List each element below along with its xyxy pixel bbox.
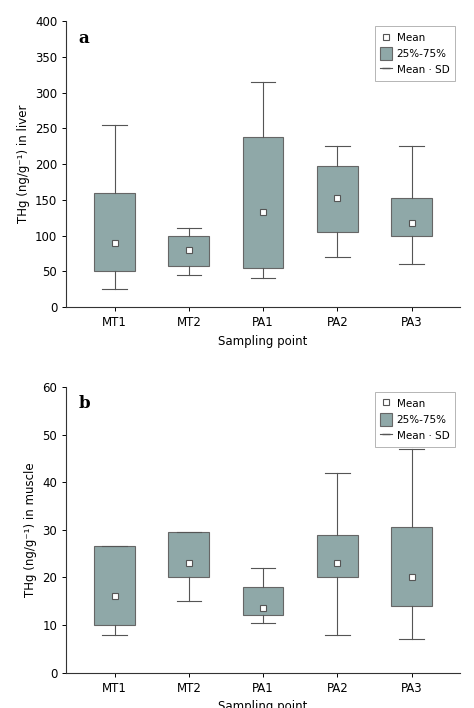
X-axis label: Sampling point: Sampling point (219, 334, 308, 348)
Y-axis label: THg (ng/g⁻¹) in muscle: THg (ng/g⁻¹) in muscle (24, 462, 37, 597)
Bar (168, 236, 209, 266)
Y-axis label: THg (ng/g⁻¹) in liver: THg (ng/g⁻¹) in liver (17, 105, 29, 223)
Legend: Mean, 25%-75%, Mean · SD: Mean, 25%-75%, Mean · SD (375, 392, 455, 447)
Bar (391, 527, 432, 606)
Text: a: a (78, 30, 89, 47)
Legend: Mean, 25%-75%, Mean · SD: Mean, 25%-75%, Mean · SD (375, 26, 455, 81)
Bar (94, 547, 135, 625)
Text: b: b (78, 396, 90, 413)
Bar (168, 532, 209, 577)
Bar (243, 587, 283, 615)
Bar (391, 198, 432, 236)
Bar (317, 535, 358, 577)
Bar (243, 137, 283, 268)
Bar (317, 166, 358, 232)
X-axis label: Sampling point: Sampling point (219, 700, 308, 708)
Bar (94, 193, 135, 271)
